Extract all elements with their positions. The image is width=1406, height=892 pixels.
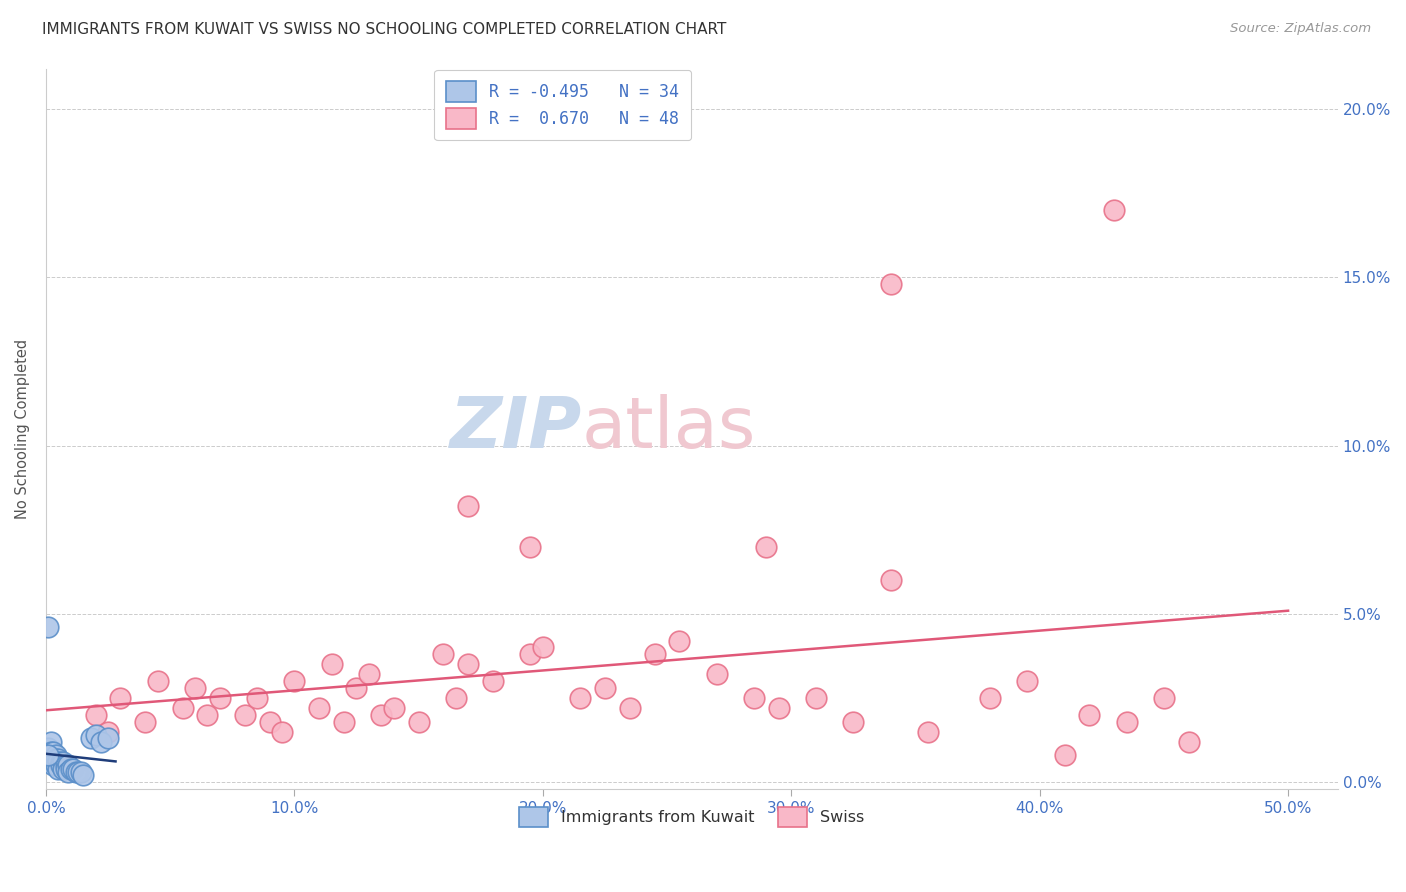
Point	[55, 758, 77, 772]
Point	[37, 741, 59, 756]
Point	[197, 707, 219, 722]
Point	[457, 499, 479, 513]
Point	[879, 573, 901, 587]
Point	[52, 762, 75, 776]
Point	[917, 724, 939, 739]
Point	[67, 765, 90, 780]
Point	[134, 714, 156, 729]
Point	[62, 762, 84, 776]
Point	[58, 758, 80, 772]
Point	[569, 690, 592, 705]
Point	[233, 707, 256, 722]
Point	[97, 731, 120, 746]
Point	[1177, 735, 1199, 749]
Point	[49, 755, 72, 769]
Point	[42, 758, 65, 772]
Point	[321, 657, 343, 672]
Point	[39, 751, 62, 765]
Point	[619, 701, 641, 715]
Point	[768, 701, 790, 715]
Point	[382, 701, 405, 715]
Point	[283, 674, 305, 689]
Point	[184, 681, 207, 695]
Point	[45, 758, 67, 772]
Point	[246, 690, 269, 705]
Point	[72, 768, 94, 782]
Point	[346, 681, 368, 695]
Point	[531, 640, 554, 655]
Point	[48, 762, 70, 776]
Point	[69, 765, 91, 780]
Point	[1053, 748, 1076, 763]
Point	[84, 707, 107, 722]
Point	[42, 745, 65, 759]
Point	[48, 755, 70, 769]
Point	[55, 762, 77, 776]
Point	[432, 647, 454, 661]
Point	[706, 667, 728, 681]
Point	[644, 647, 666, 661]
Y-axis label: No Schooling Completed: No Schooling Completed	[15, 339, 30, 519]
Point	[457, 657, 479, 672]
Point	[519, 540, 541, 554]
Point	[37, 620, 59, 634]
Point	[333, 714, 356, 729]
Text: ZIP: ZIP	[450, 394, 582, 463]
Point	[879, 277, 901, 291]
Point	[742, 690, 765, 705]
Point	[482, 674, 505, 689]
Point	[208, 690, 231, 705]
Point	[39, 755, 62, 769]
Point	[146, 674, 169, 689]
Point	[979, 690, 1001, 705]
Point	[39, 735, 62, 749]
Point	[357, 667, 380, 681]
Text: atlas: atlas	[582, 394, 756, 463]
Point	[49, 758, 72, 772]
Text: Source: ZipAtlas.com: Source: ZipAtlas.com	[1230, 22, 1371, 36]
Point	[1153, 690, 1175, 705]
Text: IMMIGRANTS FROM KUWAIT VS SWISS NO SCHOOLING COMPLETED CORRELATION CHART: IMMIGRANTS FROM KUWAIT VS SWISS NO SCHOO…	[42, 22, 727, 37]
Point	[97, 724, 120, 739]
Point	[519, 647, 541, 661]
Point	[370, 707, 392, 722]
Point	[1102, 202, 1125, 217]
Point	[58, 765, 80, 780]
Point	[308, 701, 330, 715]
Point	[37, 748, 59, 763]
Point	[84, 728, 107, 742]
Point	[45, 748, 67, 763]
Point	[668, 633, 690, 648]
Point	[804, 690, 827, 705]
Point	[52, 755, 75, 769]
Point	[1115, 714, 1137, 729]
Point	[755, 540, 778, 554]
Point	[48, 751, 70, 765]
Legend: Immigrants from Kuwait, Swiss: Immigrants from Kuwait, Swiss	[512, 799, 872, 835]
Point	[1078, 707, 1101, 722]
Point	[593, 681, 616, 695]
Point	[39, 745, 62, 759]
Point	[45, 751, 67, 765]
Point	[271, 724, 294, 739]
Point	[59, 762, 82, 776]
Point	[90, 735, 112, 749]
Point	[408, 714, 430, 729]
Point	[1017, 674, 1039, 689]
Point	[444, 690, 467, 705]
Point	[80, 731, 103, 746]
Point	[42, 751, 65, 765]
Point	[172, 701, 194, 715]
Point	[110, 690, 132, 705]
Point	[842, 714, 865, 729]
Point	[65, 765, 87, 780]
Point	[259, 714, 281, 729]
